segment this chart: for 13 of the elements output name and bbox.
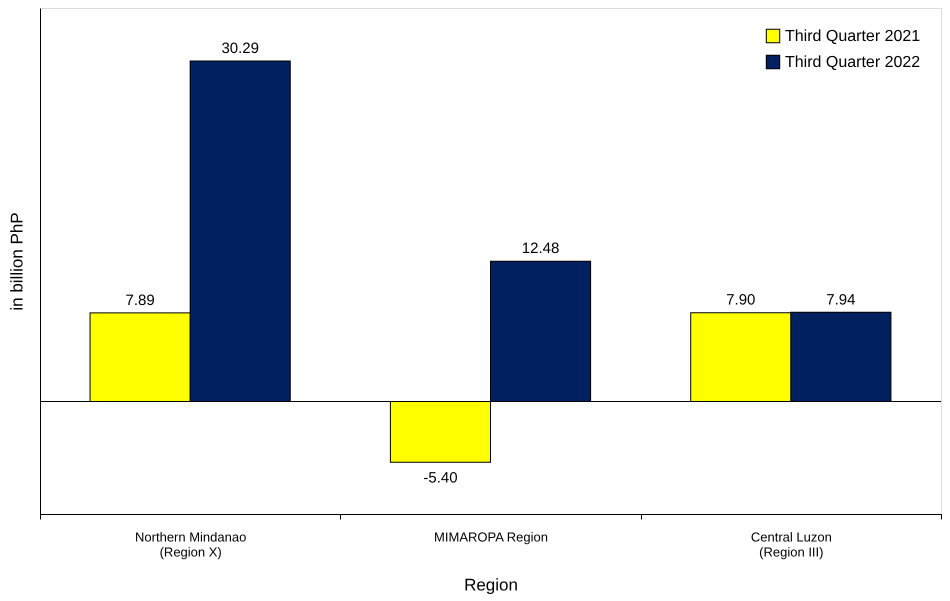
legend-label: Third Quarter 2022 (785, 54, 920, 71)
x-tick-label: Northern Mindanao (Region X) (135, 530, 246, 560)
x-tick-label: Central Luzon (Region III) (750, 530, 832, 560)
data-label: 7.90 (726, 292, 756, 309)
data-label: 7.94 (826, 291, 856, 308)
x-axis-title: Region (464, 576, 518, 594)
data-label: 30.29 (221, 40, 259, 57)
x-tick-label: MIMAROPA Region (434, 530, 548, 544)
y-axis-title: in billion PhP (8, 212, 26, 311)
data-label: 12.48 (522, 240, 560, 258)
legend-label: Third Quarter 2021 (785, 28, 920, 45)
data-label: 7.89 (126, 292, 155, 309)
data-label: -5.40 (423, 469, 458, 486)
